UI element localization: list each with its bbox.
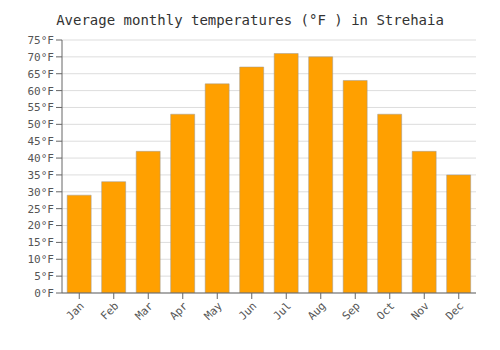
svg-text:Mar: Mar [133,299,157,323]
svg-text:65°F: 65°F [28,68,55,81]
svg-text:30°F: 30°F [28,186,55,199]
svg-text:70°F: 70°F [28,51,55,64]
svg-text:5°F: 5°F [34,270,54,283]
svg-text:20°F: 20°F [28,219,55,232]
svg-text:Feb: Feb [98,299,121,322]
svg-text:40°F: 40°F [28,152,55,165]
svg-text:15°F: 15°F [28,236,55,249]
svg-text:50°F: 50°F [28,118,55,131]
svg-text:Apr: Apr [167,299,191,323]
svg-text:Aug: Aug [305,299,328,322]
svg-text:75°F: 75°F [28,34,55,47]
svg-text:55°F: 55°F [28,101,55,114]
svg-text:Jun: Jun [236,299,259,322]
svg-text:25°F: 25°F [28,203,55,216]
svg-text:Nov: Nov [409,299,433,323]
svg-text:Jul: Jul [271,299,294,322]
svg-text:Oct: Oct [374,299,397,322]
svg-text:10°F: 10°F [28,253,55,266]
svg-text:Dec: Dec [443,299,466,322]
svg-text:May: May [202,299,226,323]
svg-text:45°F: 45°F [28,135,55,148]
svg-text:Jan: Jan [64,299,87,322]
html-text:Average monthly temperatures (: Average monthly temperatures (°F ) in St… [56,12,444,28]
svg-text:60°F: 60°F [28,85,55,98]
svg-text:0°F: 0°F [34,287,54,300]
svg-text:35°F: 35°F [28,169,55,182]
svg-text:Sep: Sep [340,299,363,322]
